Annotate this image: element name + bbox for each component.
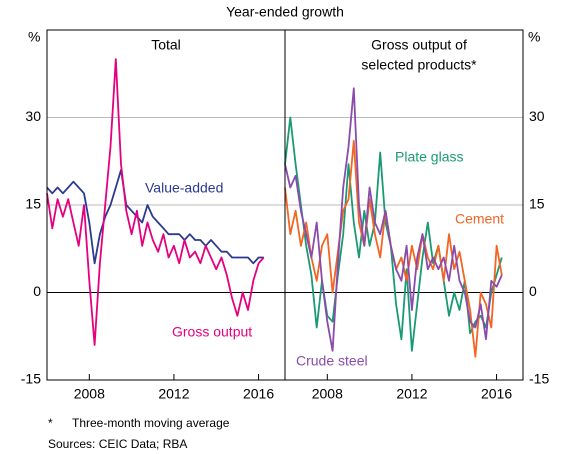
- x-tick-label: 2012: [158, 386, 189, 402]
- x-tick-label: 2016: [481, 386, 512, 402]
- footnote: Three-month moving average: [72, 416, 230, 430]
- y-axis-label: %: [528, 29, 540, 45]
- y-tick-label: -15: [529, 371, 549, 387]
- y-axis-label: %: [28, 29, 40, 45]
- y-tick-label: 15: [529, 196, 545, 212]
- y-tick-label: 0: [33, 283, 41, 299]
- y-tick-label: 15: [25, 196, 41, 212]
- series-label: Value-added: [145, 180, 223, 196]
- y-tick-label: 0: [529, 283, 537, 299]
- series-line: [46, 58, 265, 346]
- panel-title: Total: [151, 37, 181, 53]
- y-tick-label: -15: [21, 371, 41, 387]
- y-tick-label: 30: [529, 108, 545, 124]
- series-label: Gross output: [172, 324, 252, 340]
- x-tick-label: 2008: [74, 386, 105, 402]
- series-label: Cement: [455, 211, 504, 227]
- y-tick-label: 30: [25, 108, 41, 124]
- footnote-mark: *: [48, 416, 53, 430]
- series-line: [284, 87, 503, 352]
- chart-title: Year-ended growth: [226, 4, 344, 20]
- series-label: Crude steel: [296, 353, 368, 369]
- panel-title: selected products*: [361, 57, 477, 73]
- series-label: Plate glass: [395, 149, 463, 165]
- x-tick-label: 2012: [396, 386, 427, 402]
- x-tick-label: 2008: [312, 386, 343, 402]
- sources: Sources: CEIC Data; RBA: [48, 437, 187, 451]
- panel-title: Gross output of: [371, 37, 467, 53]
- x-tick-label: 2016: [243, 386, 274, 402]
- series-line: [46, 169, 264, 265]
